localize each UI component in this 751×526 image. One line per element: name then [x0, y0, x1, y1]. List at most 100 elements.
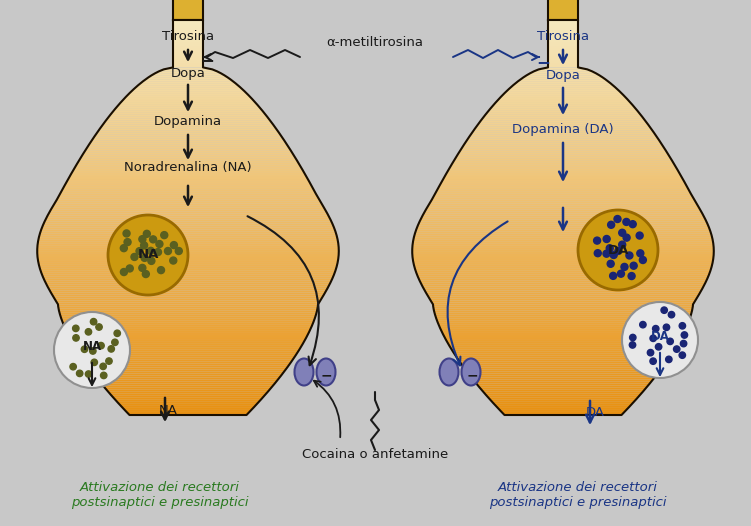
Polygon shape — [481, 389, 645, 391]
Polygon shape — [70, 338, 306, 340]
Text: NA: NA — [137, 248, 158, 261]
Polygon shape — [492, 105, 634, 107]
Polygon shape — [466, 370, 661, 371]
Polygon shape — [453, 160, 673, 162]
Polygon shape — [173, 64, 203, 65]
Polygon shape — [149, 75, 228, 77]
Polygon shape — [65, 328, 311, 330]
Polygon shape — [516, 81, 611, 83]
Polygon shape — [76, 164, 300, 166]
Polygon shape — [47, 287, 328, 289]
Circle shape — [126, 265, 133, 272]
Polygon shape — [412, 247, 713, 249]
Circle shape — [143, 270, 149, 278]
Polygon shape — [499, 97, 627, 99]
Polygon shape — [420, 219, 707, 221]
Polygon shape — [439, 186, 688, 188]
Circle shape — [615, 247, 622, 255]
Polygon shape — [39, 235, 337, 237]
Polygon shape — [548, 46, 578, 48]
Polygon shape — [468, 137, 658, 138]
Polygon shape — [427, 295, 699, 297]
Polygon shape — [497, 99, 629, 101]
Polygon shape — [138, 83, 238, 85]
Circle shape — [623, 234, 630, 241]
Polygon shape — [74, 344, 303, 346]
Polygon shape — [434, 312, 692, 314]
Polygon shape — [173, 24, 203, 26]
Polygon shape — [61, 190, 315, 192]
Polygon shape — [40, 269, 336, 271]
Polygon shape — [74, 166, 301, 168]
Polygon shape — [124, 97, 252, 99]
Polygon shape — [61, 318, 315, 320]
Polygon shape — [488, 397, 638, 399]
Polygon shape — [38, 237, 337, 239]
Polygon shape — [41, 271, 336, 273]
Polygon shape — [38, 243, 339, 245]
Polygon shape — [526, 73, 599, 75]
Polygon shape — [433, 196, 693, 198]
Circle shape — [637, 250, 644, 257]
Polygon shape — [443, 334, 683, 336]
Polygon shape — [106, 389, 270, 391]
Polygon shape — [520, 77, 605, 79]
Polygon shape — [79, 158, 297, 160]
Circle shape — [156, 240, 163, 248]
Circle shape — [101, 372, 107, 379]
Polygon shape — [530, 72, 596, 73]
Polygon shape — [430, 298, 697, 300]
Circle shape — [647, 349, 653, 356]
Polygon shape — [548, 57, 578, 59]
Polygon shape — [548, 40, 578, 42]
Polygon shape — [39, 267, 336, 269]
Polygon shape — [415, 269, 711, 271]
Polygon shape — [80, 356, 295, 358]
Circle shape — [120, 245, 128, 251]
Polygon shape — [173, 59, 203, 62]
Polygon shape — [51, 208, 325, 209]
Polygon shape — [108, 391, 268, 393]
Polygon shape — [74, 168, 303, 170]
Polygon shape — [68, 334, 308, 336]
Polygon shape — [502, 93, 623, 95]
Polygon shape — [439, 324, 688, 326]
Polygon shape — [414, 235, 712, 237]
Circle shape — [629, 221, 636, 228]
Polygon shape — [63, 324, 312, 326]
Circle shape — [578, 210, 658, 290]
Text: Tirosina: Tirosina — [537, 31, 589, 44]
Polygon shape — [419, 279, 707, 281]
Circle shape — [619, 241, 626, 248]
Polygon shape — [86, 148, 291, 150]
Polygon shape — [479, 387, 647, 389]
Polygon shape — [62, 320, 314, 322]
Polygon shape — [434, 310, 692, 312]
Polygon shape — [103, 386, 273, 387]
Polygon shape — [501, 95, 626, 97]
Polygon shape — [47, 285, 330, 287]
Polygon shape — [117, 105, 259, 107]
Polygon shape — [78, 160, 298, 162]
Ellipse shape — [462, 359, 481, 386]
Polygon shape — [457, 358, 669, 360]
Polygon shape — [41, 229, 336, 231]
Polygon shape — [59, 194, 317, 196]
Polygon shape — [416, 273, 710, 275]
Polygon shape — [65, 184, 312, 186]
Polygon shape — [101, 383, 275, 386]
Circle shape — [148, 257, 155, 265]
Polygon shape — [173, 56, 203, 57]
Polygon shape — [84, 150, 292, 153]
Polygon shape — [44, 221, 332, 224]
Polygon shape — [436, 190, 690, 192]
Polygon shape — [479, 121, 647, 123]
Polygon shape — [459, 150, 667, 153]
Circle shape — [679, 352, 686, 358]
Polygon shape — [57, 302, 319, 305]
Polygon shape — [415, 234, 712, 235]
Polygon shape — [513, 83, 613, 85]
Polygon shape — [173, 65, 203, 67]
Polygon shape — [173, 62, 203, 64]
Polygon shape — [122, 99, 254, 101]
